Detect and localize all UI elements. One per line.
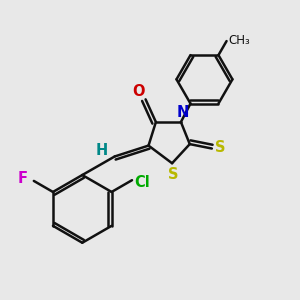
- Text: H: H: [95, 143, 107, 158]
- Text: CH₃: CH₃: [228, 34, 250, 47]
- Text: S: S: [215, 140, 226, 154]
- Text: S: S: [168, 167, 179, 182]
- Text: O: O: [132, 85, 145, 100]
- Text: F: F: [18, 171, 28, 186]
- Text: N: N: [176, 105, 189, 120]
- Text: Cl: Cl: [134, 175, 150, 190]
